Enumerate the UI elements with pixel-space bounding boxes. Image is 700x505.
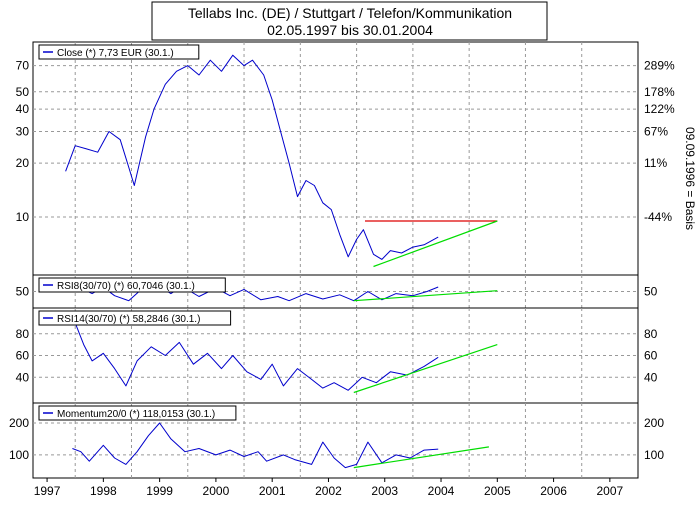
legend-label: RSI14(30/70) (*) 58,2846 (30.1.): [57, 314, 200, 325]
legend-label: Close (*) 7,73 EUR (30.1.): [57, 48, 174, 59]
x-tick-label: 2005: [484, 484, 511, 498]
y-tick-label-left: 30: [16, 125, 30, 139]
series-indicator-line: [69, 286, 439, 302]
legend-box: [38, 405, 237, 421]
y-tick-label-left: 60: [16, 349, 30, 363]
legend-box: [38, 277, 226, 293]
y-tick-label-left: 50: [16, 85, 30, 99]
series-trend-line: [353, 290, 498, 302]
series-trend-line: [353, 344, 498, 394]
x-tick-label: 1997: [34, 484, 61, 498]
legend: RSI8(30/70) (*) 60,7046 (30.1.): [38, 277, 226, 293]
x-axis: 1997 1998 1999 2000 2001 2002 2003 2004 2005 2006…: [34, 478, 624, 498]
y-tick-label-left: 200: [9, 416, 29, 430]
legend-box: [38, 44, 200, 60]
y-tick-label-left: 80: [16, 327, 30, 341]
y-tick-label-right: 122%: [644, 102, 675, 116]
y-tick-label-right: 67%: [644, 125, 668, 139]
series-trend-line: [373, 220, 498, 268]
panel-momentum: 200 200 100 100 Momentum20/0 (*) 118,0153 (3…: [9, 402, 664, 479]
x-tick-label: 1998: [90, 484, 117, 498]
y-tick-label-left: 40: [16, 370, 30, 384]
y-tick-label-right: 50: [644, 285, 658, 299]
x-tick-label: 2001: [259, 484, 286, 498]
x-tick-label: 2007: [597, 484, 624, 498]
y-tick-label-right: -44%: [644, 210, 672, 224]
legend-box: [38, 310, 232, 326]
panel-price: 70 289% 50 178% 40 122% 30 67% 20 11% 10 -44% Close …: [16, 41, 697, 276]
title-box: [151, 1, 548, 41]
y-tick-label-left: 10: [16, 210, 30, 224]
y-tick-label-left: 40: [16, 102, 30, 116]
chart-title: Tellabs Inc. (DE) / Stuttgart / Telefon/…: [188, 5, 512, 21]
chart-subtitle: 02.05.1997 bis 30.01.2004: [267, 22, 433, 38]
y-tick-label-right: 11%: [644, 156, 667, 170]
panel-rsi8: 50 50 RSI8(30/70) (*) 60,7046 (30.1.): [16, 274, 658, 309]
x-tick-label: 2006: [540, 484, 567, 498]
series-close-line: [65, 54, 439, 260]
panel-rsi14: 80 80 60 60 40 40 RSI14(30/70) (*) 58,2846 (30…: [16, 307, 658, 404]
legend-label: Momentum20/0 (*) 118,0153 (30.1.): [57, 409, 215, 420]
chart-panels: 70 289% 50 178% 40 122% 30 67% 20 11% 10 -44% Close …: [9, 41, 697, 479]
y-tick-label-right: 100: [644, 448, 664, 462]
y-tick-label-left: 50: [16, 285, 30, 299]
y-tick-label-right: 40: [644, 370, 658, 384]
legend: Momentum20/0 (*) 118,0153 (30.1.): [38, 405, 237, 421]
y-tick-label-left: 100: [9, 448, 29, 462]
legend: Close (*) 7,73 EUR (30.1.): [38, 44, 200, 60]
series-indicator-line: [72, 422, 439, 469]
series-trend-line: [353, 446, 489, 469]
chart-header: Tellabs Inc. (DE) / Stuttgart / Telefon/…: [151, 1, 548, 41]
right-axis-label: 09.09.1996 = Basis: [683, 127, 697, 230]
y-tick-label-right: 200: [644, 416, 664, 430]
y-tick-label-right: 80: [644, 327, 658, 341]
x-tick-label: 2000: [203, 484, 230, 498]
x-tick-label: 1999: [146, 484, 173, 498]
panel-frame: [32, 41, 639, 276]
y-tick-label-right: 289%: [644, 59, 675, 73]
x-tick-label: 2003: [371, 484, 398, 498]
y-tick-label-right: 60: [644, 349, 658, 363]
x-tick-label: 2002: [315, 484, 342, 498]
legend: RSI14(30/70) (*) 58,2846 (30.1.): [38, 310, 232, 326]
legend-label: RSI8(30/70) (*) 60,7046 (30.1.): [57, 281, 195, 292]
x-tick-label: 2004: [428, 484, 455, 498]
y-tick-label-left: 70: [16, 59, 30, 73]
y-tick-label-right: 178%: [644, 85, 675, 99]
y-tick-label-left: 20: [16, 156, 30, 170]
series-indicator-line: [74, 322, 439, 391]
